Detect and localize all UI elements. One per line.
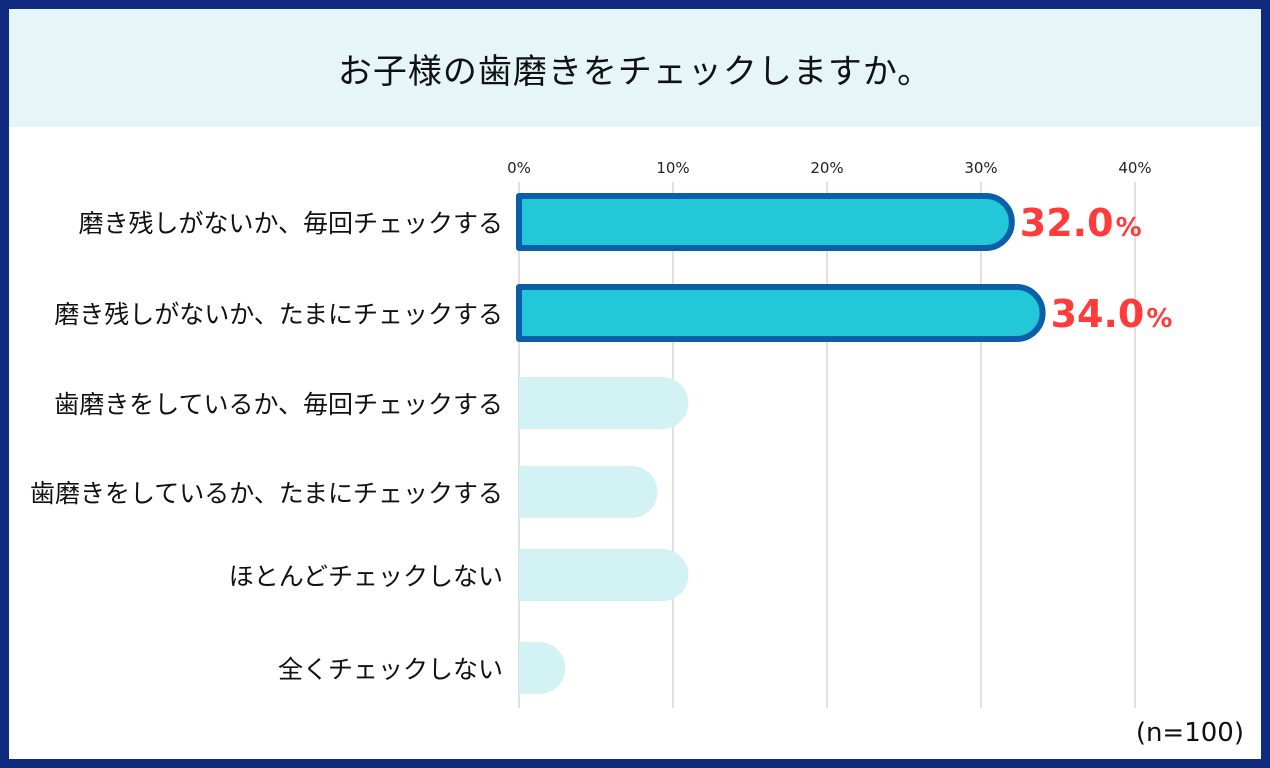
bar [519, 549, 689, 601]
x-tick-label: 20% [810, 159, 843, 177]
x-tick-label: 10% [656, 159, 689, 177]
category-label: 磨き残しがないか、たまにチェックする [54, 300, 503, 329]
category-label: 歯磨きをしているか、毎回チェックする [54, 390, 503, 419]
value-label: 32.0% [1020, 201, 1142, 245]
x-tick-label: 30% [964, 159, 997, 177]
bar [519, 377, 689, 429]
bar [516, 193, 1015, 251]
x-tick-label: 0% [507, 159, 531, 177]
value-label: 34.0% [1051, 292, 1173, 336]
title-band: お子様の歯磨きをチェックしますか。 [9, 9, 1261, 127]
category-label: 全くチェックしない [278, 655, 503, 684]
chart-title: お子様の歯磨きをチェックしますか。 [337, 51, 933, 92]
category-label: ほとんどチェックしない [229, 562, 503, 591]
category-label: 磨き残しがないか、毎回チェックする [78, 209, 503, 238]
bar [519, 642, 566, 694]
bar [519, 466, 658, 518]
bar [516, 284, 1046, 342]
sample-size-note: (n=100) [1135, 718, 1244, 748]
x-tick-label: 40% [1118, 159, 1151, 177]
category-label: 歯磨きをしているか、たまにチェックする [30, 479, 503, 508]
